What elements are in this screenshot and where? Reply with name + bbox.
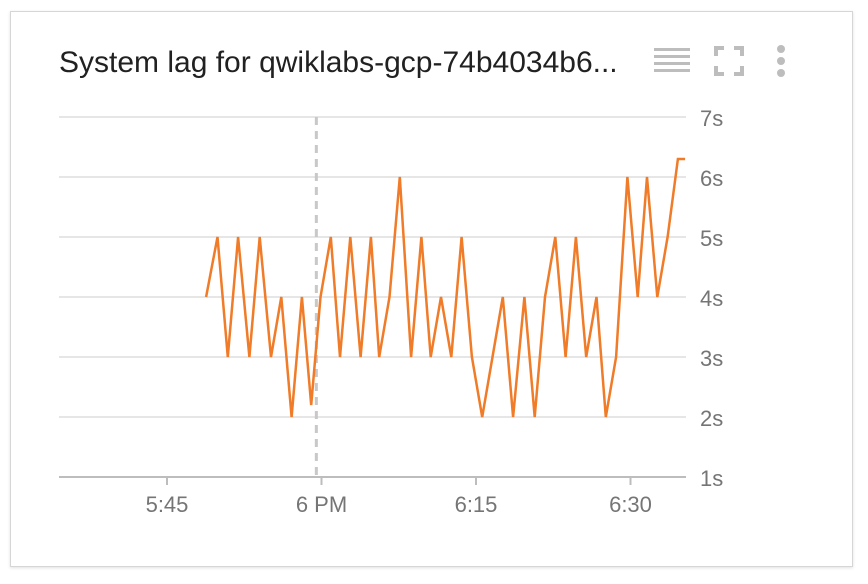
chart-card [10,11,853,567]
more-vert-icon[interactable] [774,44,788,78]
fullscreen-icon[interactable] [714,46,744,76]
legend-toggle-icon[interactable] [654,46,690,76]
chart-title: System lag for qwiklabs-gcp-74b4034b6... [59,46,618,79]
